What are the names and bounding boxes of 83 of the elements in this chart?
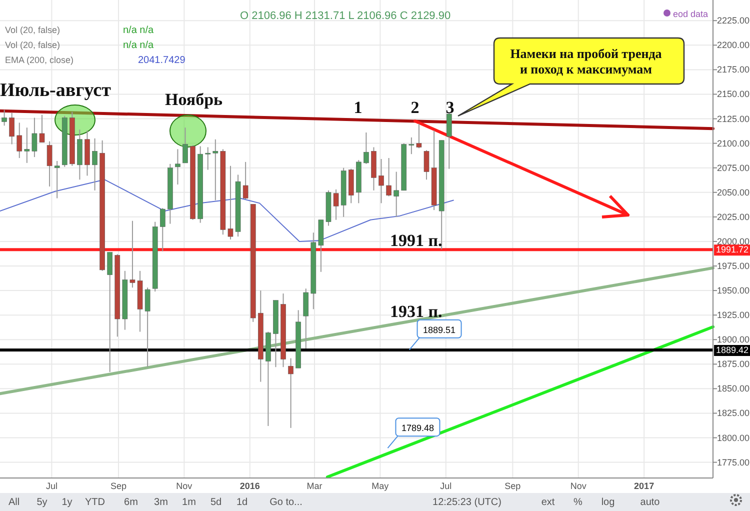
y-tick-label: 1775.00 (717, 457, 750, 468)
text: auto (640, 497, 660, 508)
candlestick (2, 109, 7, 126)
y-tick-label: 2200.00 (717, 40, 750, 50)
annotation: Намеки на пробой тренда и поход к максимумам (510, 46, 662, 77)
candlestick (182, 127, 188, 164)
candlestick (212, 138, 218, 201)
candlestick (288, 358, 294, 428)
y-tick-label: 2125.00 (717, 114, 750, 124)
annotation: EMA (200, close) (5, 55, 74, 65)
annotation: 3 (446, 98, 454, 117)
y-tick-label: 1850.00 (717, 384, 750, 394)
x-tick-label: 2017 (634, 481, 654, 491)
candlestick (16, 122, 22, 159)
candlestick (107, 252, 113, 372)
x-tick-label: Nov (570, 481, 587, 491)
annotation: 1889.51 (423, 324, 456, 335)
y-tick-label: 2000.00 (717, 236, 750, 246)
y-tick-label: 2150.00 (717, 89, 750, 100)
annotation: 1991 п. (390, 231, 442, 250)
candlestick (175, 148, 180, 186)
candlestick (386, 158, 392, 197)
y-tick-label: 1800.00 (717, 432, 750, 443)
x-tick-label: Jul (440, 481, 452, 491)
annotation: Июль-август (0, 80, 112, 101)
y-tick-label: 2050.00 (717, 187, 750, 198)
ref-line-label: 1991.72 (716, 244, 749, 255)
annotation: Ноябрь (165, 90, 223, 109)
text: 1y (62, 497, 72, 508)
text: 6m (124, 497, 138, 508)
annotation: 2 (410, 98, 420, 117)
candlestick (205, 146, 211, 170)
x-tick-label: Jul (46, 481, 58, 491)
y-tick-label: 1950.00 (717, 286, 750, 296)
candlestick (9, 112, 14, 145)
y-tick-label: 2075.00 (717, 162, 750, 173)
x-tick-label: Sep (504, 481, 521, 491)
annotation: eod data (673, 9, 708, 19)
text: 5d (210, 497, 222, 508)
text: Go to... (270, 497, 302, 508)
annotation: Vol (20, false) (5, 40, 60, 50)
ref-line-label: 1889.42 (716, 344, 749, 355)
y-tick-label: 1975.00 (717, 260, 750, 271)
text: log (601, 497, 615, 508)
annotation: Vol (20, false) (5, 25, 60, 35)
text: 1d (236, 497, 248, 508)
annotation: 1931 п. (390, 302, 442, 321)
annotation: 1789.48 (401, 423, 434, 434)
candlestick (364, 132, 369, 164)
y-tick-label: 2225.00 (717, 16, 750, 26)
y-tick-label: 1875.00 (717, 359, 750, 370)
annotation: 2041.7429 (138, 55, 186, 66)
text: 12:25:23 (UTC) (432, 497, 502, 508)
y-tick-label: 1900.00 (717, 334, 750, 345)
y-tick-label: 2100.00 (717, 138, 750, 148)
candlestick (160, 208, 166, 252)
text: 3m (154, 497, 168, 508)
candlestick (394, 171, 399, 218)
y-tick-label: 1925.00 (717, 310, 750, 320)
x-tick-label: Nov (176, 481, 193, 491)
text: 5y (36, 497, 48, 508)
candlestick (92, 138, 98, 191)
candlestick (46, 140, 52, 187)
x-tick-label: 2016 (240, 481, 260, 491)
candlestick (54, 160, 60, 199)
text: ext (541, 497, 555, 508)
annotation: n/a n/a (123, 40, 154, 51)
annotation: n/a n/a (123, 25, 154, 36)
candlestick (303, 288, 309, 349)
text: All (8, 497, 20, 508)
annotation: 1 (354, 98, 362, 117)
candlestick (378, 158, 384, 204)
y-tick-label: 2175.00 (717, 64, 750, 75)
text: 1m (182, 497, 196, 508)
text: YTD (85, 497, 105, 508)
y-tick-label: 2025.00 (717, 212, 750, 222)
text: % (574, 497, 583, 508)
y-tick-label: 1825.00 (717, 408, 750, 418)
x-tick-label: Mar (306, 481, 322, 491)
candlestick (446, 112, 452, 170)
x-tick-label: Sep (110, 481, 126, 491)
annotation: O 2106.96 H 2131.71 L 2106.96 C 2129.90 (240, 10, 451, 22)
x-tick-label: May (372, 481, 390, 491)
